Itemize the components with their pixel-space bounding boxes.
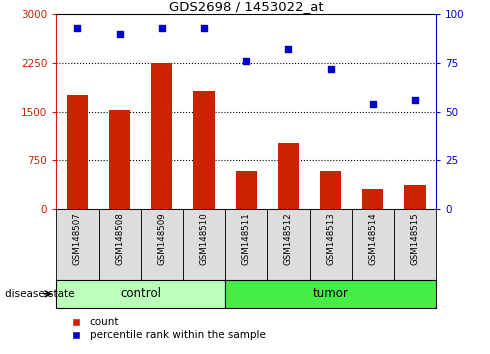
Point <box>327 66 335 72</box>
Point <box>158 25 166 31</box>
Text: disease state: disease state <box>5 289 74 299</box>
Bar <box>362 189 383 209</box>
Text: GSM148509: GSM148509 <box>157 212 166 265</box>
Bar <box>268 209 310 280</box>
Bar <box>278 143 299 209</box>
Legend: count, percentile rank within the sample: count, percentile rank within the sample <box>62 313 270 345</box>
Point <box>285 46 293 52</box>
Point <box>369 101 377 107</box>
Bar <box>352 209 394 280</box>
Text: GSM148510: GSM148510 <box>199 212 209 265</box>
Point <box>200 25 208 31</box>
Text: GSM148507: GSM148507 <box>73 212 82 265</box>
Text: control: control <box>120 287 161 300</box>
Bar <box>67 95 88 209</box>
Bar <box>56 209 98 280</box>
Text: GSM148508: GSM148508 <box>115 212 124 265</box>
Text: tumor: tumor <box>313 287 348 300</box>
Bar <box>98 209 141 280</box>
Point <box>74 25 81 31</box>
Point <box>411 97 419 103</box>
Bar <box>194 91 215 209</box>
Bar <box>225 209 268 280</box>
Bar <box>225 280 436 308</box>
Bar <box>320 171 341 209</box>
Bar <box>236 171 257 209</box>
Bar <box>109 110 130 209</box>
Bar <box>310 209 352 280</box>
Bar <box>394 209 436 280</box>
Bar <box>141 209 183 280</box>
Bar <box>183 209 225 280</box>
Text: GSM148515: GSM148515 <box>411 212 419 265</box>
Point <box>116 31 123 36</box>
Text: GSM148514: GSM148514 <box>368 212 377 265</box>
Bar <box>151 63 172 209</box>
Bar <box>404 185 425 209</box>
Bar <box>56 280 225 308</box>
Point <box>242 58 250 64</box>
Title: GDS2698 / 1453022_at: GDS2698 / 1453022_at <box>169 0 323 13</box>
Text: GSM148513: GSM148513 <box>326 212 335 265</box>
Text: GSM148511: GSM148511 <box>242 212 251 265</box>
Text: GSM148512: GSM148512 <box>284 212 293 265</box>
